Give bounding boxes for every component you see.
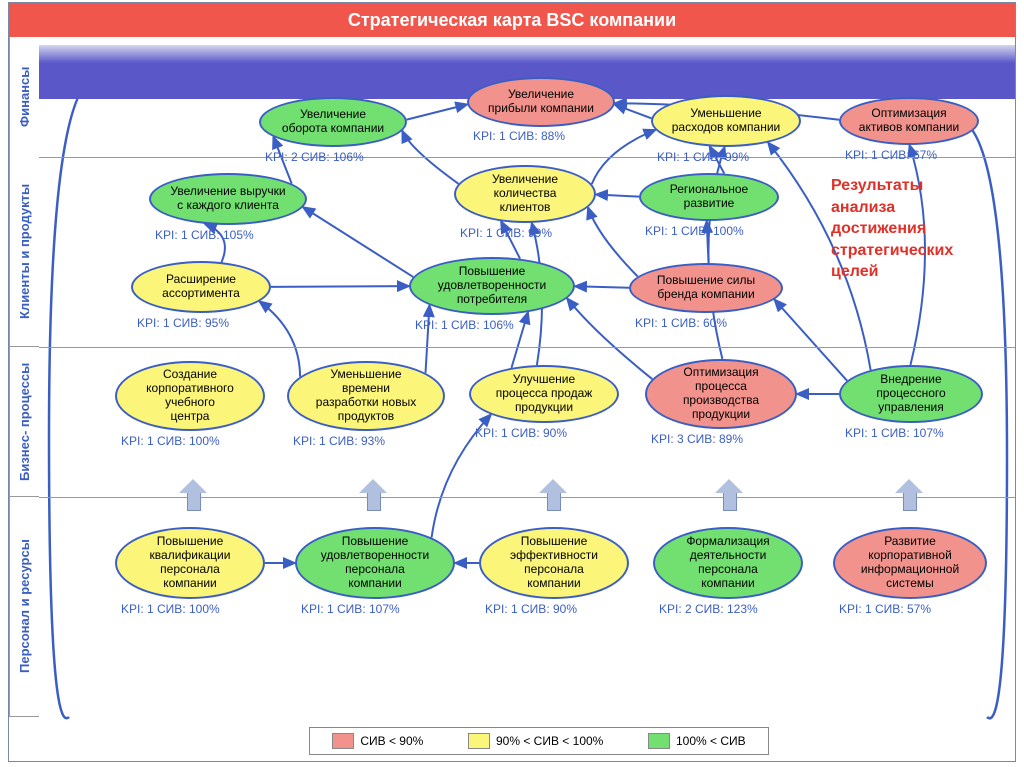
legend-swatch xyxy=(468,733,490,749)
goal-node: Региональноеразвитие xyxy=(639,173,779,221)
kpi-label: KPI: 1 СИВ: 100% xyxy=(121,434,220,448)
kpi-label: KPI: 1 СИВ: 99% xyxy=(460,226,552,240)
goal-node: Внедрениепроцессногоуправления xyxy=(839,365,983,423)
goal-node: Увеличениеприбыли компании xyxy=(467,77,615,127)
goal-node: Уменьшениерасходов компании xyxy=(651,95,801,147)
legend-item: 90% < СИВ < 100% xyxy=(468,733,603,749)
legend-item: СИВ < 90% xyxy=(332,733,423,749)
side-summary: Результатыанализадостижениястратегически… xyxy=(831,175,953,283)
edge xyxy=(588,207,638,276)
legend: СИВ < 90% 90% < СИВ < 100% 100% < СИВ xyxy=(309,727,769,755)
kpi-label: KPI: 1 СИВ: 105% xyxy=(155,228,254,242)
edge xyxy=(426,305,430,373)
legend-item: 100% < СИВ xyxy=(648,733,746,749)
body: ФинансыКлиенты и продуктыБизнес- процесс… xyxy=(9,37,1015,761)
kpi-label: KPI: 1 СИВ: 106% xyxy=(415,318,514,332)
goal-node: Повышениеквалификацииперсоналакомпании xyxy=(115,527,265,599)
loop-arc xyxy=(49,77,99,718)
kpi-label: KPI: 1 СИВ: 107% xyxy=(301,602,400,616)
kpi-label: KPI: 1 СИВ: 67% xyxy=(845,148,937,162)
legend-label: 90% < СИВ < 100% xyxy=(496,734,603,748)
goal-node: Улучшениепроцесса продажпродукции xyxy=(469,365,619,423)
kpi-label: KPI: 1 СИВ: 88% xyxy=(473,129,565,143)
kpi-label: KPI: 1 СИВ: 95% xyxy=(137,316,229,330)
edge xyxy=(615,105,652,119)
kpi-label: KPI: 1 СИВ: 60% xyxy=(635,316,727,330)
goal-node: Повышениеудовлетворенностипотребителя xyxy=(409,257,575,315)
legend-label: 100% < СИВ xyxy=(676,734,746,748)
kpi-label: KPI: 3 СИВ: 89% xyxy=(651,432,743,446)
up-arrow-icon xyxy=(179,479,207,509)
edge xyxy=(567,298,652,379)
edge xyxy=(259,301,300,376)
kpi-label: KPI: 1 СИВ: 57% xyxy=(839,602,931,616)
kpi-label: KPI: 2 СИВ: 123% xyxy=(659,602,758,616)
up-arrow-icon xyxy=(895,479,923,509)
goal-node: Созданиекорпоративногоучебногоцентра xyxy=(115,361,265,431)
goal-node: Оптимизацияактивов компании xyxy=(839,97,979,145)
page-title: Стратегическая карта BSC компании xyxy=(9,3,1015,37)
legend-swatch xyxy=(648,733,670,749)
goal-node: Увеличениеколичестваклиентов xyxy=(454,165,596,223)
legend-swatch xyxy=(332,733,354,749)
goal-node: Формализациядеятельностиперсоналакомпани… xyxy=(653,527,803,599)
edge xyxy=(271,286,409,287)
kpi-label: KPI: 1 СИВ: 99% xyxy=(657,150,749,164)
goal-node: Расширениеассортимента xyxy=(131,261,271,313)
kpi-label: KPI: 2 СИВ: 106% xyxy=(265,150,364,164)
edge xyxy=(407,104,468,119)
perspective-label: Бизнес- процессы xyxy=(9,347,39,497)
goal-node: Оптимизацияпроцессапроизводствапродукции xyxy=(645,359,797,429)
perspective-labels: ФинансыКлиенты и продуктыБизнес- процесс… xyxy=(9,37,39,761)
up-arrow-icon xyxy=(539,479,567,509)
edge xyxy=(596,194,639,196)
loop-arc xyxy=(957,119,1007,718)
goal-node: Увеличениеоборота компании xyxy=(259,97,407,147)
goal-node: Уменьшениевремениразработки новыхпродукт… xyxy=(287,361,445,431)
main-canvas: Увеличениеоборота компании KPI: 2 СИВ: 10… xyxy=(39,37,1015,761)
row-divider xyxy=(39,347,1015,348)
perspective-label: Персонал и ресурсы xyxy=(9,497,39,717)
up-arrow-icon xyxy=(715,479,743,509)
goal-node: Повышение силыбренда компании xyxy=(629,263,783,313)
edge xyxy=(303,207,413,277)
bsc-frame: Стратегическая карта BSC компании Финанс… xyxy=(8,2,1016,762)
perspective-label: Финансы xyxy=(9,37,39,157)
perspective-label: Клиенты и продукты xyxy=(9,157,39,347)
goal-node: Повышениеудовлетворенностиперсоналакомпа… xyxy=(295,527,455,599)
edge xyxy=(575,286,629,287)
kpi-label: KPI: 1 СИВ: 100% xyxy=(121,602,220,616)
edge xyxy=(774,299,847,380)
kpi-label: KPI: 1 СИВ: 90% xyxy=(485,602,577,616)
legend-label: СИВ < 90% xyxy=(360,734,423,748)
kpi-label: KPI: 1 СИВ: 100% xyxy=(645,224,744,238)
kpi-label: KPI: 1 СИВ: 107% xyxy=(845,426,944,440)
kpi-label: KPI: 1 СИВ: 93% xyxy=(293,434,385,448)
up-arrow-icon xyxy=(359,479,387,509)
goal-node: Увеличение выручкис каждого клиента xyxy=(149,173,307,225)
kpi-label: KPI: 1 СИВ: 90% xyxy=(475,426,567,440)
goal-node: Развитиекорпоративнойинформационнойсисте… xyxy=(833,527,987,599)
goal-node: Повышениеэффективностиперсоналакомпании xyxy=(479,527,629,599)
